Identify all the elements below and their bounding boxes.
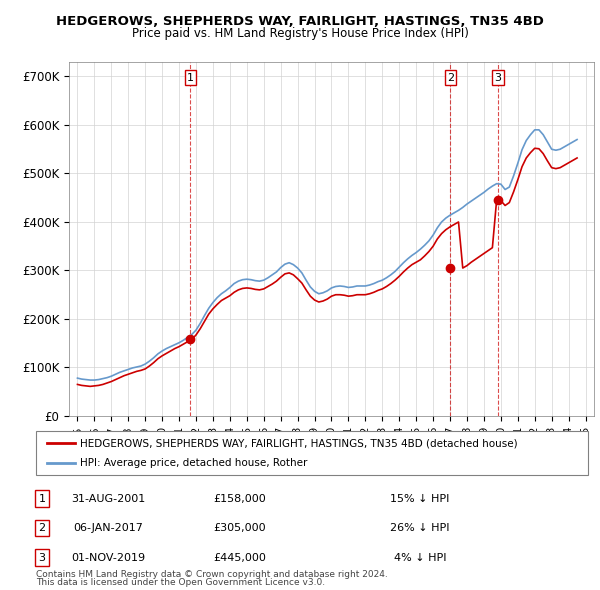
Text: HEDGEROWS, SHEPHERDS WAY, FAIRLIGHT, HASTINGS, TN35 4BD (detached house): HEDGEROWS, SHEPHERDS WAY, FAIRLIGHT, HAS… bbox=[80, 438, 518, 448]
Text: 1: 1 bbox=[187, 73, 194, 83]
Text: 2: 2 bbox=[38, 523, 46, 533]
Text: 2: 2 bbox=[447, 73, 454, 83]
Text: 06-JAN-2017: 06-JAN-2017 bbox=[73, 523, 143, 533]
Text: 01-NOV-2019: 01-NOV-2019 bbox=[71, 553, 145, 562]
Text: 31-AUG-2001: 31-AUG-2001 bbox=[71, 494, 145, 503]
Text: £158,000: £158,000 bbox=[214, 494, 266, 503]
Text: 4% ↓ HPI: 4% ↓ HPI bbox=[394, 553, 446, 562]
Text: 26% ↓ HPI: 26% ↓ HPI bbox=[390, 523, 450, 533]
Text: 1: 1 bbox=[38, 494, 46, 503]
Text: Contains HM Land Registry data © Crown copyright and database right 2024.: Contains HM Land Registry data © Crown c… bbox=[36, 571, 388, 579]
Text: £445,000: £445,000 bbox=[214, 553, 266, 562]
Text: This data is licensed under the Open Government Licence v3.0.: This data is licensed under the Open Gov… bbox=[36, 578, 325, 587]
Text: HEDGEROWS, SHEPHERDS WAY, FAIRLIGHT, HASTINGS, TN35 4BD: HEDGEROWS, SHEPHERDS WAY, FAIRLIGHT, HAS… bbox=[56, 15, 544, 28]
FancyBboxPatch shape bbox=[36, 431, 588, 475]
Text: 15% ↓ HPI: 15% ↓ HPI bbox=[391, 494, 449, 503]
Text: 3: 3 bbox=[494, 73, 502, 83]
Text: 3: 3 bbox=[38, 553, 46, 562]
Text: £305,000: £305,000 bbox=[214, 523, 266, 533]
Text: Price paid vs. HM Land Registry's House Price Index (HPI): Price paid vs. HM Land Registry's House … bbox=[131, 27, 469, 40]
Text: HPI: Average price, detached house, Rother: HPI: Average price, detached house, Roth… bbox=[80, 458, 308, 467]
